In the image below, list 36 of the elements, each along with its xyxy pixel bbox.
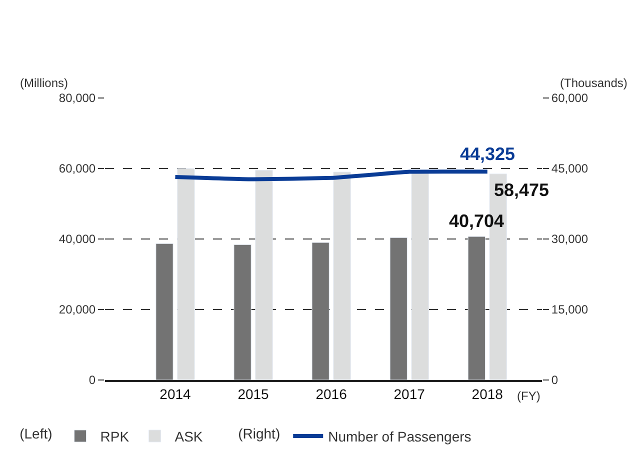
text: (Right) [238, 426, 280, 442]
y2-tick-label: 15,000 [551, 302, 588, 317]
y-tick-label: 60,000 [58, 162, 96, 176]
y-tick-label: 80,000 [58, 91, 96, 106]
bar [333, 172, 351, 380]
y2-tick-label: 0 [551, 373, 558, 388]
bar [234, 244, 252, 380]
bar [312, 242, 330, 380]
bar [156, 243, 174, 380]
bar [177, 168, 195, 380]
x-axis-title: (FY) [517, 389, 540, 403]
y2-axis-title: (Thousands) [560, 76, 628, 90]
x-tick-label: 2017 [394, 386, 426, 402]
x-tick-label: 2018 [472, 386, 504, 402]
y2-tick-label: 45,000 [551, 162, 588, 176]
x-tick-label: 2016 [316, 386, 348, 402]
data-label: 44,325 [460, 144, 516, 164]
x-tick-label: 2014 [160, 386, 192, 402]
y2-tick-label: 30,000 [551, 232, 588, 246]
y-axis-title: (Millions) [20, 76, 68, 90]
y-tick-label: 20,000 [58, 302, 96, 317]
line-series [173, 170, 490, 182]
bar [390, 237, 408, 380]
y-tick-label: 40,000 [58, 232, 96, 246]
bar [468, 236, 486, 380]
y2-tick-label: 60,000 [551, 91, 588, 106]
legend-label: RPK [100, 428, 130, 444]
text: (Left) [20, 426, 52, 442]
y-tick-label: 0 [88, 373, 96, 388]
x-tick-label: 2015 [238, 386, 270, 402]
data-label: 58,475 [494, 180, 550, 200]
legend-label: ASK [174, 428, 204, 444]
bar [255, 170, 273, 380]
legend-label: Number of Passengers [328, 428, 472, 444]
bar [411, 172, 429, 380]
data-label: 40,704 [449, 211, 504, 231]
